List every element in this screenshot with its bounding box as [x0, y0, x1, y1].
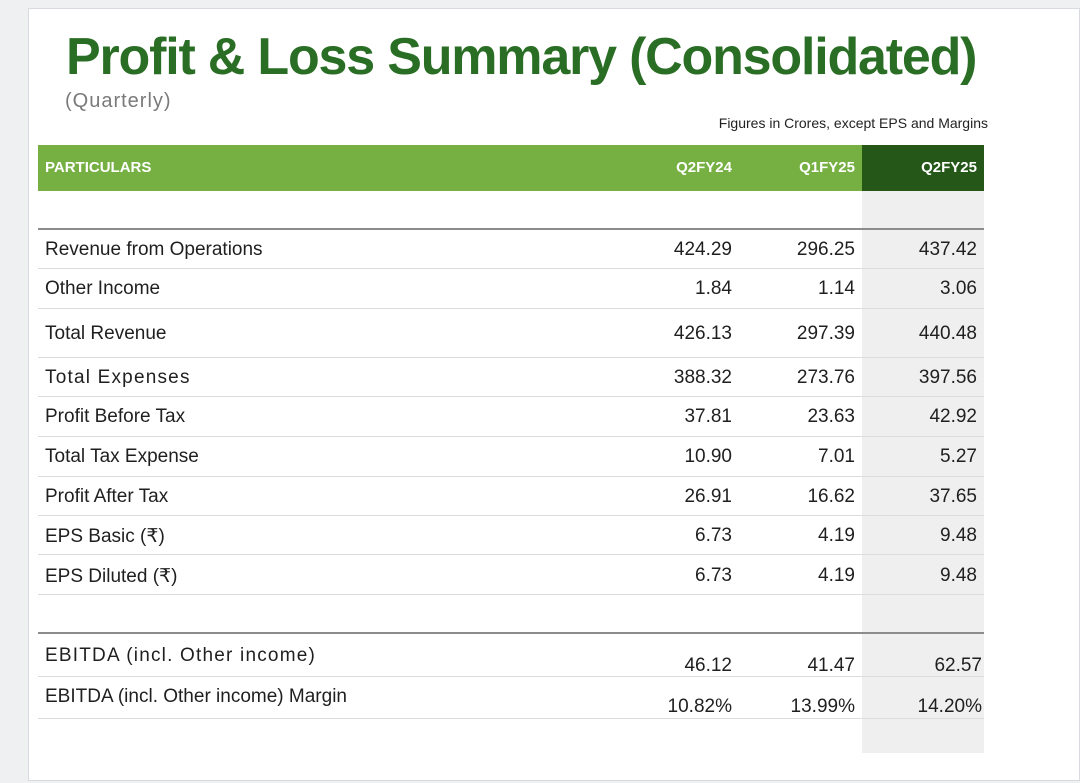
row-divider — [38, 515, 984, 516]
row-label: Other Income — [45, 278, 161, 299]
header-q2fy25: Q2FY25 — [862, 145, 984, 191]
section-rule — [38, 228, 984, 230]
value-q2fy24: 426.13 — [673, 323, 732, 344]
row-divider — [38, 594, 984, 595]
row-label: EPS Diluted (₹) — [45, 566, 178, 587]
section-rule — [38, 632, 984, 634]
header-q2fy24: Q2FY24 — [676, 159, 732, 176]
value-q2fy24: 10.82% — [667, 696, 732, 717]
value-q1fy25: 1.14 — [818, 278, 855, 299]
page-title: Profit & Loss Summary (Consolidated) — [66, 28, 977, 86]
value-q2fy24: 388.32 — [673, 367, 732, 388]
row-label: Profit Before Tax — [45, 406, 186, 427]
page-subtitle: (Quarterly) — [65, 90, 172, 112]
row-divider — [38, 554, 984, 555]
table-row: Profit Before Tax 37.81 23.63 42.92 — [38, 406, 984, 430]
table-row: Total Expenses 388.32 273.76 397.56 — [38, 367, 984, 391]
row-label: EPS Basic (₹) — [45, 526, 165, 547]
header-q1fy25: Q1FY25 — [799, 159, 855, 176]
value-q2fy25: 5.27 — [940, 446, 977, 467]
row-divider — [38, 676, 984, 677]
row-label: Total Revenue — [45, 323, 167, 344]
row-divider — [38, 357, 984, 358]
value-q1fy25: 7.01 — [818, 446, 855, 467]
value-q2fy25: 14.20% — [917, 696, 982, 717]
value-q1fy25: 4.19 — [818, 525, 855, 546]
value-q2fy25: 62.57 — [934, 655, 982, 676]
row-label: Revenue from Operations — [45, 239, 263, 260]
value-q2fy24: 6.73 — [695, 525, 732, 546]
value-q2fy25: 440.48 — [918, 323, 977, 344]
row-label: Total Expenses — [45, 367, 191, 388]
row-divider — [38, 268, 984, 269]
table-header: PARTICULARS Q2FY24 Q1FY25 Q2FY25 — [38, 145, 984, 191]
value-q2fy25: 397.56 — [918, 367, 977, 388]
value-q1fy25: 297.39 — [796, 323, 855, 344]
table-row: Revenue from Operations 424.29 296.25 43… — [38, 239, 984, 263]
header-particulars: PARTICULARS — [45, 159, 152, 176]
table-row: EPS Diluted (₹) 6.73 4.19 9.48 — [38, 565, 984, 589]
value-q1fy25: 41.47 — [807, 655, 855, 676]
table-row: Total Tax Expense 10.90 7.01 5.27 — [38, 446, 984, 470]
value-q1fy25: 23.63 — [807, 406, 855, 427]
value-q2fy25: 37.65 — [929, 486, 977, 507]
table-row: Profit After Tax 26.91 16.62 37.65 — [38, 486, 984, 510]
value-q2fy24: 10.90 — [684, 446, 732, 467]
value-q2fy25: 42.92 — [929, 406, 977, 427]
row-divider — [38, 476, 984, 477]
value-q2fy24: 6.73 — [695, 565, 732, 586]
table-row: EPS Basic (₹) 6.73 4.19 9.48 — [38, 525, 984, 549]
table-row: EBITDA (incl. Other income) 46.12 41.47 … — [38, 645, 984, 676]
table-row: EBITDA (incl. Other income) Margin 10.82… — [38, 686, 984, 717]
value-q2fy24: 424.29 — [673, 239, 732, 260]
value-q2fy25: 9.48 — [940, 565, 977, 586]
value-q2fy25: 9.48 — [940, 525, 977, 546]
value-q2fy25: 437.42 — [918, 239, 977, 260]
row-divider — [38, 396, 984, 397]
row-divider — [38, 308, 984, 309]
value-q2fy24: 46.12 — [684, 655, 732, 676]
value-q2fy25: 3.06 — [940, 278, 977, 299]
table-row: Other Income 1.84 1.14 3.06 — [38, 278, 984, 302]
value-q1fy25: 296.25 — [796, 239, 855, 260]
current-quarter-highlight — [862, 191, 984, 753]
table-row: Total Revenue 426.13 297.39 440.48 — [38, 323, 984, 347]
row-label: Profit After Tax — [45, 486, 169, 507]
row-label: Total Tax Expense — [45, 446, 199, 467]
value-q1fy25: 273.76 — [796, 367, 855, 388]
row-divider — [38, 718, 984, 719]
value-q2fy24: 26.91 — [684, 486, 732, 507]
value-q1fy25: 13.99% — [790, 696, 855, 717]
row-divider — [38, 436, 984, 437]
value-q2fy24: 1.84 — [695, 278, 732, 299]
units-note: Figures in Crores, except EPS and Margin… — [718, 115, 988, 131]
value-q1fy25: 4.19 — [818, 565, 855, 586]
row-label: EBITDA (incl. Other income) — [45, 645, 317, 666]
row-label: EBITDA (incl. Other income) Margin — [45, 686, 347, 707]
value-q1fy25: 16.62 — [807, 486, 855, 507]
value-q2fy24: 37.81 — [684, 406, 732, 427]
